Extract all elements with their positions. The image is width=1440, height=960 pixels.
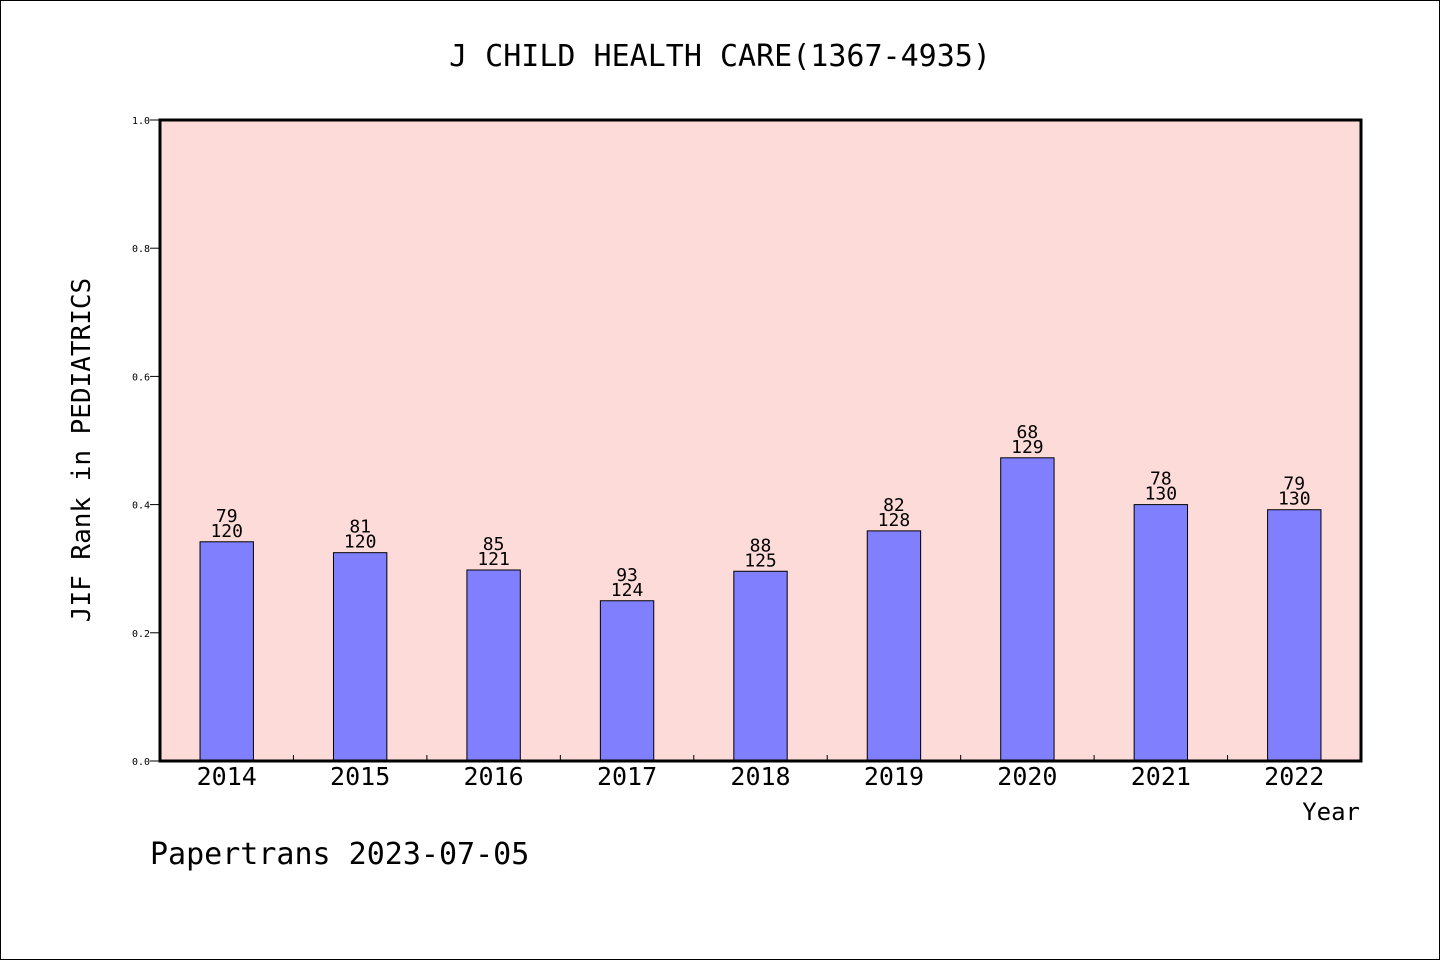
y-tick-label: 0.8: [132, 244, 150, 255]
bar-label-rank: 82: [883, 495, 905, 516]
bar-label-total: 120: [210, 521, 243, 542]
bar-label-rank: 68: [1017, 422, 1039, 443]
bar-label-rank: 85: [483, 534, 505, 555]
y-tick-label: 0.4: [132, 501, 150, 512]
x-tick-label: 2019: [864, 762, 924, 791]
y-tick-label: 1.0: [132, 116, 150, 127]
bar-label-total: 124: [611, 580, 644, 601]
plot-border: [158, 118, 1363, 763]
bar-label-total: 129: [1011, 437, 1044, 458]
footer-credit: Papertrans 2023-07-05: [150, 837, 529, 872]
bar-2015: [332, 552, 388, 762]
bar-label-total: 125: [744, 550, 777, 571]
x-tick-label: 2022: [1264, 762, 1324, 791]
x-tick-label: 2017: [597, 762, 657, 791]
bar-2019: [866, 530, 922, 762]
x-tick-label: 2016: [464, 762, 524, 791]
y-tick-label: 0.6: [132, 372, 150, 383]
chart-title: J CHILD HEALTH CARE(1367-4935): [449, 39, 991, 74]
bar-label-rank: 88: [750, 535, 772, 556]
bar-label-rank: 79: [1283, 474, 1305, 495]
bar-label-total: 121: [477, 549, 510, 570]
y-tick-label: 0.0: [132, 757, 150, 768]
bar-label-total: 128: [878, 510, 911, 531]
x-axis-label: Year: [1302, 798, 1360, 826]
bar-2018: [733, 570, 788, 762]
bar-2017: [599, 600, 655, 762]
bar-2022: [1267, 509, 1322, 762]
y-axis-label: JIF Rank in PEDIATRICS: [67, 278, 97, 622]
bar-2020: [1000, 457, 1055, 762]
bar-label-rank: 93: [616, 565, 638, 586]
bar-label-rank: 78: [1150, 469, 1172, 490]
bar-label-rank: 79: [216, 506, 238, 527]
x-tick-label: 2021: [1131, 762, 1191, 791]
bar-label-total: 120: [344, 532, 377, 553]
bar-label-rank: 81: [349, 517, 371, 538]
x-tick-label: 2015: [330, 762, 390, 791]
bar-label-total: 130: [1278, 489, 1311, 510]
x-tick-label: 2020: [997, 762, 1057, 791]
bar-label-total: 130: [1145, 484, 1178, 505]
y-tick-label: 0.2: [132, 629, 150, 640]
bar-2021: [1133, 504, 1189, 762]
bar-2016: [466, 569, 521, 762]
x-tick-label: 2014: [197, 762, 257, 791]
x-tick-label: 2018: [730, 762, 790, 791]
axes-layer: 0.0 0.2 0.4 0.6 0.8 1.0 2014 2015 2016 2017 2018 20…: [132, 116, 1324, 791]
bar-2014: [199, 541, 254, 762]
